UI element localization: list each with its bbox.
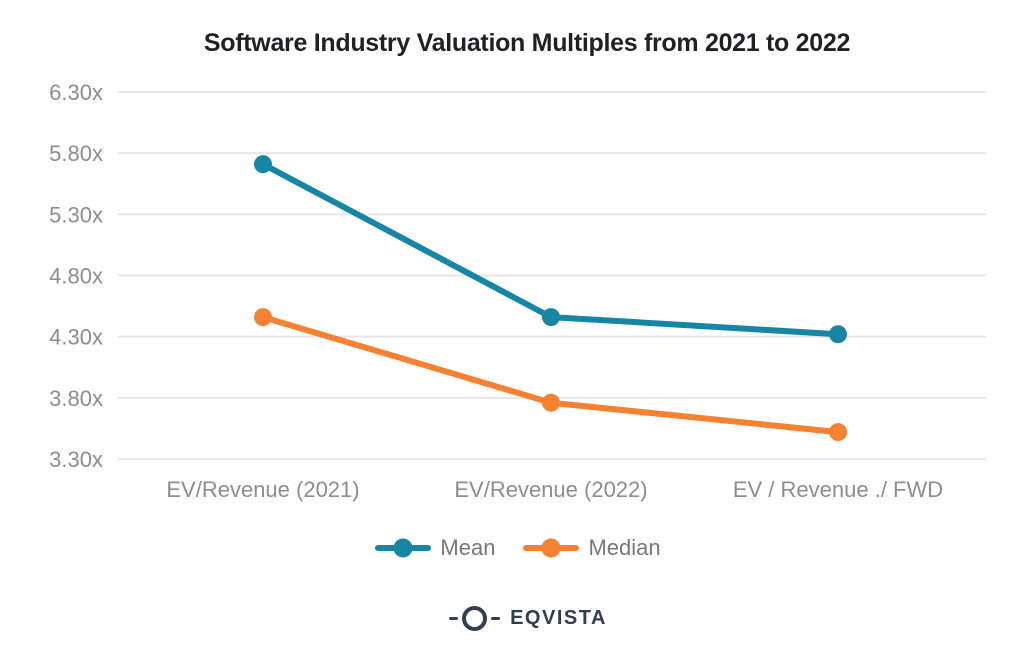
median-series-point	[254, 308, 272, 327]
logo-dash-left	[449, 617, 459, 620]
chart-title: Software Industry Valuation Multiples fr…	[203, 29, 851, 57]
legend-item-median: Median	[523, 535, 661, 561]
chart-legend: Mean Median	[6, 535, 1024, 561]
median-legend-dot	[541, 538, 561, 558]
median-series-point	[829, 423, 847, 442]
x-category-label: EV/Revenue (2021)	[166, 477, 359, 502]
plot-area: 6.30x 5.80x 5.30x 4.80x 4.30x 3.80x 3.30x EV/Re…	[49, 80, 986, 502]
legend-label-median: Median	[588, 535, 661, 560]
brand-wordmark: EQVISTA	[510, 607, 607, 629]
logo-dash-right	[491, 617, 501, 620]
y-tick-label: 6.30x	[49, 80, 103, 105]
logo-ring	[462, 606, 488, 631]
mean-series-point	[542, 308, 560, 327]
mean-legend-dot	[393, 538, 413, 558]
median-line-marker-icon	[523, 538, 580, 558]
y-tick-label: 5.80x	[49, 141, 103, 166]
y-tick-label: 3.30x	[49, 447, 103, 472]
legend-item-mean: Mean	[375, 535, 495, 561]
legend-label-mean: Mean	[440, 535, 496, 560]
x-category-label: EV / Revenue ./ FWD	[733, 477, 943, 502]
y-tick-label: 4.80x	[49, 264, 103, 289]
y-tick-label: 4.30x	[49, 325, 103, 350]
brand-footer: EQVISTA	[16, 606, 1024, 631]
mean-series-point	[829, 325, 847, 344]
y-tick-label: 5.30x	[49, 202, 103, 227]
mean-series-point	[254, 155, 272, 174]
median-series-line	[260, 314, 841, 436]
x-category-label: EV/Revenue (2022)	[454, 477, 647, 502]
y-tick-label: 3.80x	[49, 386, 103, 411]
mean-line-marker-icon	[375, 538, 432, 558]
median-series-point	[542, 393, 560, 412]
eqvista-logo-icon	[449, 606, 501, 631]
